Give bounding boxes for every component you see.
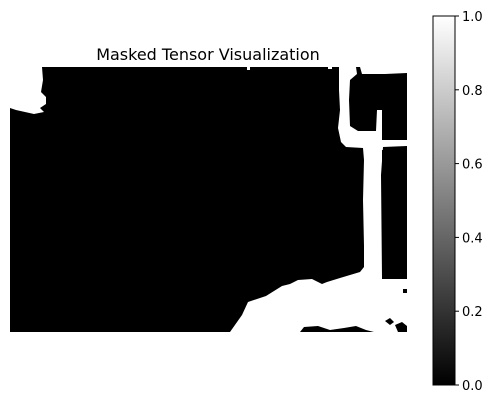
- colorbar-tick-label: 1.0: [462, 10, 483, 25]
- mask-hole: [385, 318, 394, 325]
- mask-image: [10, 67, 407, 332]
- colorbar-ticks: 0.0 0.2 0.4 0.6 0.8 1.0: [455, 10, 483, 394]
- colorbar: 0.0 0.2 0.4 0.6 0.8 1.0: [432, 10, 483, 394]
- mask-region-top-left: [10, 67, 46, 114]
- colorbar-tick-label: 0.8: [462, 84, 483, 99]
- mask-region-right: [230, 67, 407, 332]
- colorbar-tick-label: 0.4: [462, 231, 483, 246]
- colorbar-gradient: [432, 15, 456, 386]
- mask-hole: [300, 326, 374, 332]
- colorbar-tick-label: 0.0: [462, 379, 483, 394]
- chart-title: Masked Tensor Visualization: [96, 45, 320, 64]
- mask-speck: [328, 67, 332, 69]
- mask-hole: [382, 150, 407, 279]
- mask-speck: [247, 67, 250, 70]
- colorbar-tick-label: 0.2: [462, 305, 483, 320]
- colorbar-tick-label: 0.6: [462, 158, 483, 173]
- mask-hole: [395, 322, 407, 332]
- mask-hole: [403, 289, 407, 293]
- mask-region-top-right-strip: [360, 67, 407, 74]
